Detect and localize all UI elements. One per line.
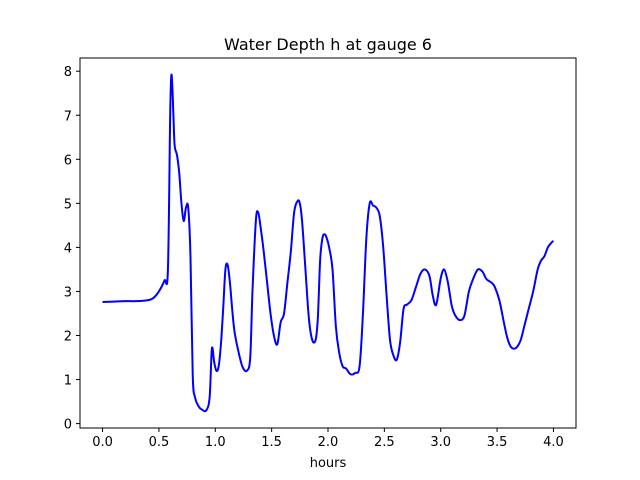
x-tick-label: 3.0 — [430, 435, 451, 450]
x-tick-label: 2.5 — [374, 435, 395, 450]
y-tick-label: 2 — [64, 330, 72, 345]
x-tick-label: 1.5 — [261, 435, 282, 450]
y-tick-label: 3 — [64, 285, 72, 300]
x-axis: 0.0 0.5 1.0 1.5 2.0 2.5 3.0 3.5 4.0 — [92, 428, 564, 450]
x-tick-label: 0.0 — [92, 435, 113, 450]
y-tick-label: 0 — [64, 418, 72, 433]
x-tick-label: 0.5 — [149, 435, 170, 450]
series-line-0 — [102, 73, 555, 413]
y-tick-label: 8 — [64, 65, 72, 80]
y-tick-label: 4 — [64, 241, 72, 256]
y-tick-label: 1 — [64, 374, 72, 389]
x-axis-label: hours — [310, 456, 347, 471]
x-tick-label: 2.0 — [318, 435, 339, 450]
y-tick-label: 6 — [64, 153, 72, 168]
x-tick-label: 4.0 — [543, 435, 564, 450]
x-tick-label: 1.0 — [205, 435, 226, 450]
y-tick-label: 7 — [64, 109, 72, 124]
y-axis: 0 1 2 3 4 5 6 7 8 — [64, 65, 80, 433]
chart-title: Water Depth h at gauge 6 — [224, 35, 432, 54]
y-tick-label: 5 — [64, 197, 72, 212]
x-tick-label: 3.5 — [487, 435, 508, 450]
